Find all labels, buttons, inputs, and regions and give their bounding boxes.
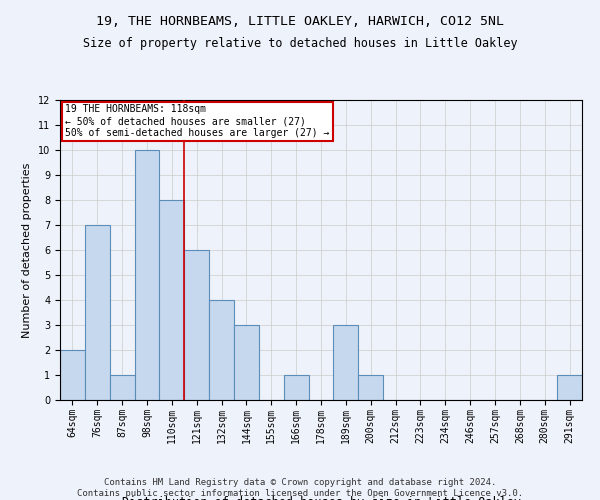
Bar: [209, 300, 234, 400]
Bar: [358, 375, 383, 400]
Bar: [60, 350, 85, 400]
Bar: [557, 375, 582, 400]
X-axis label: Distribution of detached houses by size in Little Oakley: Distribution of detached houses by size …: [121, 496, 521, 500]
Bar: [85, 225, 110, 400]
Text: 19, THE HORNBEAMS, LITTLE OAKLEY, HARWICH, CO12 5NL: 19, THE HORNBEAMS, LITTLE OAKLEY, HARWIC…: [96, 15, 504, 28]
Text: 19 THE HORNBEAMS: 118sqm
← 50% of detached houses are smaller (27)
50% of semi-d: 19 THE HORNBEAMS: 118sqm ← 50% of detach…: [65, 104, 329, 138]
Text: Size of property relative to detached houses in Little Oakley: Size of property relative to detached ho…: [83, 38, 517, 51]
Bar: [334, 325, 358, 400]
Bar: [284, 375, 308, 400]
Text: Contains HM Land Registry data © Crown copyright and database right 2024.
Contai: Contains HM Land Registry data © Crown c…: [77, 478, 523, 498]
Bar: [234, 325, 259, 400]
Bar: [110, 375, 134, 400]
Bar: [134, 150, 160, 400]
Y-axis label: Number of detached properties: Number of detached properties: [22, 162, 32, 338]
Bar: [160, 200, 184, 400]
Bar: [184, 250, 209, 400]
